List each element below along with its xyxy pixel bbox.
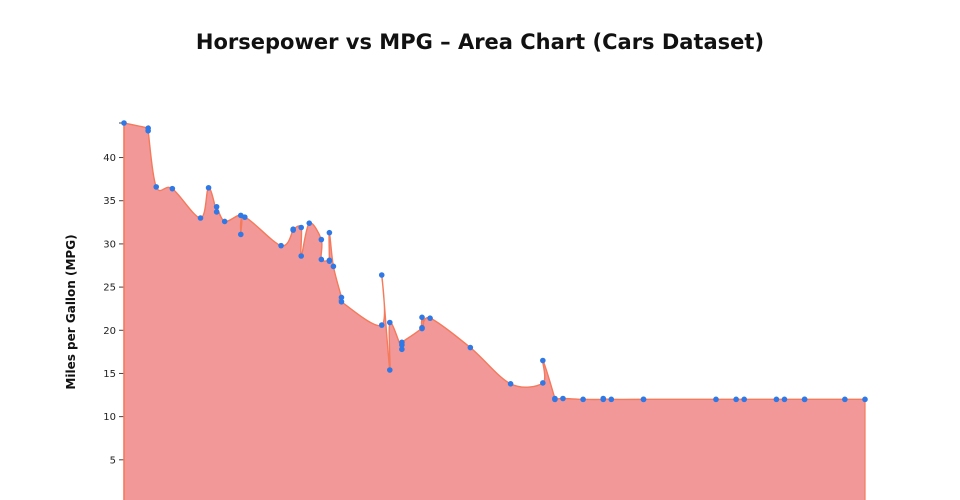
data-point xyxy=(842,396,848,403)
data-point xyxy=(213,203,220,210)
data-point xyxy=(338,298,345,305)
data-point xyxy=(386,319,393,326)
data-point xyxy=(608,396,615,403)
data-point xyxy=(773,396,780,403)
data-point xyxy=(318,256,325,263)
data-point xyxy=(145,127,151,134)
y-tick-label: 10 xyxy=(103,412,116,423)
data-point xyxy=(741,396,747,403)
data-point xyxy=(640,396,647,403)
y-tick-label: 20 xyxy=(103,326,116,337)
data-point xyxy=(298,253,305,259)
data-point xyxy=(278,242,284,249)
data-point xyxy=(560,395,566,402)
y-axis-title: Miles per Gallon (MPG) xyxy=(64,234,78,389)
chart-title: Horsepower vs MPG – Area Chart (Cars Dat… xyxy=(195,30,765,54)
data-point xyxy=(781,396,788,403)
data-point xyxy=(290,226,296,233)
data-point xyxy=(600,395,607,402)
data-point xyxy=(467,344,474,351)
data-point xyxy=(713,396,719,403)
data-points xyxy=(121,120,868,403)
y-tick-label: 5 xyxy=(110,455,116,466)
data-point xyxy=(326,229,333,236)
data-point xyxy=(540,380,546,386)
data-point xyxy=(862,396,868,403)
data-point xyxy=(306,220,313,226)
y-tick-label: 30 xyxy=(103,239,116,250)
data-point xyxy=(326,258,333,264)
y-tick-label: 25 xyxy=(103,283,116,294)
y-axis: 5 10 15 20 25 30 35 40 xyxy=(103,122,125,500)
data-point xyxy=(580,396,586,403)
data-point xyxy=(427,315,433,321)
data-point xyxy=(221,218,228,225)
data-point xyxy=(121,120,127,126)
data-point xyxy=(801,396,808,403)
data-point xyxy=(205,184,212,191)
data-point xyxy=(399,346,405,353)
data-point xyxy=(298,224,305,231)
data-point xyxy=(399,339,405,346)
data-point xyxy=(330,263,337,270)
data-point xyxy=(507,381,514,387)
data-point xyxy=(378,322,385,328)
data-point xyxy=(318,236,325,243)
y-tick-label: 35 xyxy=(103,196,116,207)
area-fill xyxy=(124,123,865,500)
data-point xyxy=(552,396,558,403)
data-point xyxy=(242,214,248,220)
data-point xyxy=(378,272,385,278)
data-point xyxy=(153,184,160,190)
data-point xyxy=(338,294,345,301)
data-point xyxy=(733,396,739,403)
data-point xyxy=(237,231,244,238)
data-point xyxy=(169,185,176,192)
data-point xyxy=(419,325,425,332)
data-point xyxy=(197,215,204,221)
data-point xyxy=(419,314,425,321)
y-tick-label: 15 xyxy=(103,369,116,380)
data-point xyxy=(540,357,546,364)
y-tick-label: 40 xyxy=(103,153,116,164)
data-point xyxy=(213,209,220,215)
data-point xyxy=(386,367,393,373)
